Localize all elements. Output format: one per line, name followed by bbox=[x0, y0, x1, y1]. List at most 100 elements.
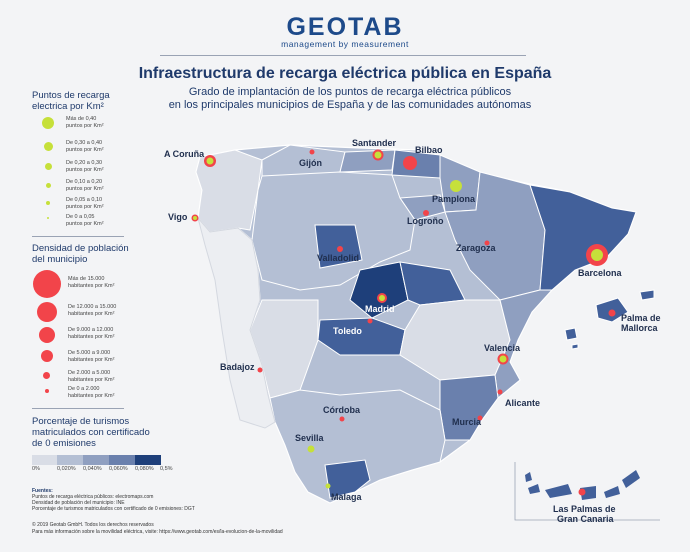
city-label-logrono: Logroño bbox=[407, 216, 444, 226]
city-label-a-coruna: A Coruña bbox=[164, 149, 205, 159]
legend-zero-title-1: Porcentaje de turismos bbox=[32, 416, 130, 427]
legend-zero-label-1: 0% bbox=[32, 466, 40, 472]
portugal bbox=[197, 217, 276, 429]
sources-block: Fuentes: Puntos de recarga eléctrica púb… bbox=[32, 488, 195, 512]
page-title: Infraestructura de recarga eléctrica púb… bbox=[138, 65, 552, 82]
legend-charging-item-5-l1: De 0,05 a 0,10 bbox=[66, 197, 103, 203]
legend-charging-item-5-l2: puntos por Km² bbox=[66, 203, 104, 210]
legend-density-item-3-l1: De 9.000 a 12.000 bbox=[68, 327, 114, 333]
city-label-cordoba: Córdoba bbox=[323, 405, 360, 415]
marker-toledo bbox=[367, 318, 373, 324]
legend-charging: Puntos de recarga electrica por Km² bbox=[32, 90, 122, 112]
city-label-las-palmas: Las Palmas de bbox=[553, 504, 616, 514]
city-label-santander: Santander bbox=[352, 138, 397, 148]
legend-density-item-1-l2: habitantes por Km² bbox=[68, 282, 115, 289]
marker-malaga bbox=[325, 483, 331, 489]
legend-charging-item-2-l2: puntos por Km² bbox=[66, 146, 104, 153]
marker-valladolid bbox=[337, 246, 343, 252]
city-label-valencia: Valencia bbox=[484, 343, 521, 353]
city-label-palma: Palma de bbox=[621, 313, 661, 323]
marker-las-palmas bbox=[578, 488, 586, 496]
legend-charging-item-6-l2: puntos por Km² bbox=[66, 220, 104, 227]
legend-density-item-3: De 9.000 a 12.000 habitantes por Km² bbox=[68, 327, 114, 340]
legend-density-item-6-l1: De 0 a 2.000 bbox=[68, 386, 100, 392]
legend-density-item-6-l2: habitantes por Km² bbox=[68, 392, 115, 399]
legend-density-dot-2 bbox=[37, 302, 57, 322]
legend-charging-item-4-l1: De 0,10 a 0,20 bbox=[66, 179, 103, 185]
sources-line-2: Densidad de población del municipio: INE bbox=[32, 500, 125, 506]
page-subtitle: Grado de implantación de los puntos de r… bbox=[140, 86, 560, 112]
footer-more-info: Para más información sobre la movilidad … bbox=[32, 529, 283, 535]
region-murcia bbox=[439, 374, 499, 441]
canary-island-5 bbox=[622, 470, 640, 488]
legend-density-item-2-l2: habitantes por Km² bbox=[68, 310, 115, 317]
city-label-bilbao: Bilbao bbox=[415, 145, 443, 155]
city-label-toledo: Toledo bbox=[333, 326, 362, 336]
legend-charging-dot-5 bbox=[46, 201, 50, 205]
legend-density-item-1: Más de 15.000 habitantes por Km² bbox=[68, 276, 114, 289]
legend-zero-label-5: 0,080% bbox=[135, 466, 154, 472]
legend-charging-dot-3 bbox=[45, 163, 52, 170]
legend-charging-item-1-l2: puntos por Km² bbox=[66, 122, 104, 129]
legend-zero-swatch-4 bbox=[109, 455, 135, 465]
legend-density-item-4-l2: habitantes por Km² bbox=[68, 356, 115, 363]
canary-island-6 bbox=[525, 472, 532, 482]
city-markers bbox=[191, 149, 616, 496]
city-label-murcia: Murcia bbox=[452, 417, 482, 427]
legend-charging-dot-1 bbox=[42, 117, 54, 129]
city-label-alicante: Alicante bbox=[505, 398, 541, 408]
legend-density-dot-4 bbox=[41, 350, 53, 362]
legend-zero-emission: Porcentaje de turismos matriculados con … bbox=[32, 416, 192, 449]
subtitle-line-1: Grado de implantación de los puntos de r… bbox=[188, 86, 512, 98]
legend-charging-dot-6 bbox=[47, 217, 49, 219]
city-label-vigo: Vigo bbox=[168, 212, 188, 222]
legend-density-item-6: De 0 a 2.000 habitantes por Km² bbox=[68, 386, 114, 399]
legend-density-item-2-l1: De 12.000 a 15.000 bbox=[68, 304, 117, 310]
marker-zaragoza bbox=[484, 240, 490, 246]
legend-zero-label-2: 0,020% bbox=[57, 466, 76, 472]
marker-murcia bbox=[477, 415, 483, 421]
city-label-valladolid: Valladolid bbox=[317, 253, 360, 263]
legend-zero-swatch-2 bbox=[57, 455, 83, 465]
legend-charging-item-3-l2: puntos por Km² bbox=[66, 166, 104, 173]
legend-density-item-1-l1: Más de 15.000 bbox=[68, 276, 105, 282]
marker-sevilla bbox=[307, 445, 315, 453]
header-divider bbox=[160, 55, 526, 56]
legend-density-title-2: del municipio bbox=[32, 254, 88, 265]
ibiza bbox=[564, 327, 578, 341]
legend-density-item-4-l1: De 5.000 a 9.000 bbox=[68, 350, 111, 356]
legend-charging-item-1: Más de 0,40 puntos por Km² bbox=[66, 116, 104, 129]
geotab-logo: GEOTAB management by measurement bbox=[0, 14, 690, 49]
legend-density-item-2: De 12.000 a 15.000 habitantes por Km² bbox=[68, 304, 116, 317]
legend-density-item-3-l2: habitantes por Km² bbox=[68, 333, 115, 340]
footer-copyright: © 2019 Geotab GmbH. Todos los derechos r… bbox=[32, 522, 154, 528]
sources-heading: Fuentes: bbox=[32, 488, 53, 494]
legend-zero-swatch-3 bbox=[83, 455, 109, 465]
city-label-zaragoza: Zaragoza bbox=[456, 243, 496, 253]
legend-charging-dot-2 bbox=[44, 142, 53, 151]
logo-tagline: management by measurement bbox=[281, 39, 409, 49]
marker-palma bbox=[608, 309, 616, 317]
legend-charging-item-6: De 0 a 0,05 puntos por Km² bbox=[66, 214, 104, 227]
legend-charging-title-2: electrica por Km² bbox=[32, 101, 104, 112]
legend-charging-item-5: De 0,05 a 0,10 puntos por Km² bbox=[66, 197, 104, 210]
legend-zero-label-6: 0,5% bbox=[160, 466, 173, 472]
legend-zero-label-4: 0,060% bbox=[109, 466, 128, 472]
city-label-gran-canaria: Gran Canaria bbox=[557, 514, 614, 524]
legend-divider-1 bbox=[32, 236, 124, 237]
legend-charging-item-4: De 0,10 a 0,20 puntos por Km² bbox=[66, 179, 104, 192]
region-madrid bbox=[349, 261, 409, 319]
city-label-mallorca: Mallorca bbox=[621, 323, 658, 333]
region-cantabria bbox=[339, 149, 396, 173]
legend-density-dot-1 bbox=[33, 270, 61, 298]
marker-pamplona bbox=[450, 180, 462, 192]
city-label-malaga: Malaga bbox=[331, 492, 362, 502]
subtitle-line-2: en los principales municipios de España … bbox=[168, 99, 532, 111]
legend-density-dot-5 bbox=[43, 372, 50, 379]
city-label-madrid: Madrid bbox=[365, 304, 395, 314]
legend-zero-label-3: 0,040% bbox=[83, 466, 102, 472]
legend-charging-item-2-l1: De 0,30 a 0,40 bbox=[66, 140, 103, 146]
canary-island-1 bbox=[528, 484, 540, 494]
sources-line-1: Puntos de recarga eléctrica públicos: el… bbox=[32, 494, 154, 500]
